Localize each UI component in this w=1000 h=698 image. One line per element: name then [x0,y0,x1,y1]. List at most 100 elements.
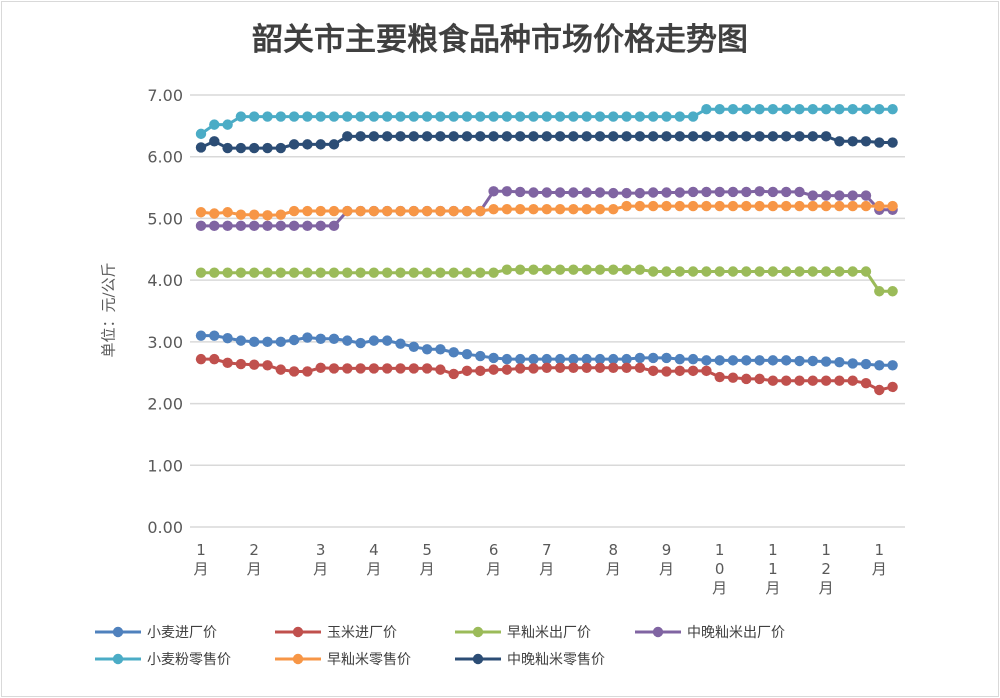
data-point [794,266,805,277]
data-point [395,205,406,217]
data-point [781,355,792,366]
data-point [195,128,207,140]
data-point [528,187,539,198]
data-point [195,353,207,365]
x-tick-label: 3月 [313,541,329,578]
data-point [807,200,818,212]
data-point [448,111,459,122]
data-point [608,111,619,122]
data-point [408,341,419,352]
data-point [714,266,725,277]
data-point [275,336,286,348]
data-point [674,200,685,212]
y-tick-label: 5.00 [147,209,183,228]
x-tick-label: 11月 [765,541,781,597]
data-point [687,353,699,365]
y-tick-label: 2.00 [147,395,183,414]
data-point [235,358,247,370]
data-point [515,203,526,215]
data-point [687,186,699,198]
data-point [328,363,340,374]
data-point [834,266,845,277]
data-point [594,362,606,373]
y-tick-label: 7.00 [147,86,183,105]
data-point [421,344,433,355]
legend-label: 中晚籼米零售价 [507,652,605,668]
data-point [501,203,513,215]
data-point [342,205,353,217]
data-point [342,131,353,142]
data-point [820,200,832,212]
data-point [448,368,459,380]
data-point [541,362,552,373]
data-point [262,360,273,371]
data-point [820,131,832,142]
data-point [860,136,872,147]
data-point [475,205,486,217]
data-point [887,103,898,115]
data-point [621,200,632,212]
data-point [608,131,619,142]
data-point [235,220,247,232]
data-point [382,131,393,142]
data-point [661,131,672,142]
data-point [275,267,286,278]
data-point [621,187,632,199]
data-point [448,131,459,142]
data-point [714,186,725,198]
data-point [249,220,260,232]
data-point [209,119,220,130]
data-point [235,111,247,122]
data-point [328,111,340,122]
data-point [834,375,845,386]
data-point [235,267,247,278]
data-point [209,353,220,365]
data-point [767,355,779,366]
legend-marker-icon [275,626,321,638]
data-point [727,131,739,142]
data-point [488,111,499,122]
data-point [701,355,712,366]
data-point [714,355,725,366]
data-point [687,111,699,122]
data-point [847,375,858,386]
data-point [634,264,646,275]
data-point [408,131,419,142]
data-point [621,131,632,142]
data-point [727,372,739,383]
data-point [674,353,685,365]
data-point [528,111,539,122]
x-tick-label: 1月 [193,541,209,578]
data-point [781,131,792,142]
data-point [794,186,805,198]
data-point [382,335,393,346]
data-point [435,344,446,355]
data-point [315,220,326,232]
data-point [488,364,499,375]
data-point [515,264,526,275]
data-point [594,264,606,275]
data-point [288,205,300,217]
legend-marker-icon [95,626,141,638]
data-point [209,208,220,219]
data-point [408,363,419,374]
data-point [781,266,792,277]
data-point [302,366,313,377]
data-point [222,357,233,369]
data-point [674,266,685,277]
data-point [288,220,300,232]
data-point [820,356,832,367]
data-point [554,264,566,275]
data-point [754,266,765,277]
data-point [701,365,712,377]
data-point [249,267,260,278]
data-point [475,131,486,142]
data-point [222,207,233,218]
data-point [315,205,326,217]
data-point [794,200,805,212]
data-point [781,103,792,115]
x-tick-label: 5月 [419,541,435,578]
legend-item: 小麦粉零售价 [95,649,231,669]
data-point [807,375,818,386]
